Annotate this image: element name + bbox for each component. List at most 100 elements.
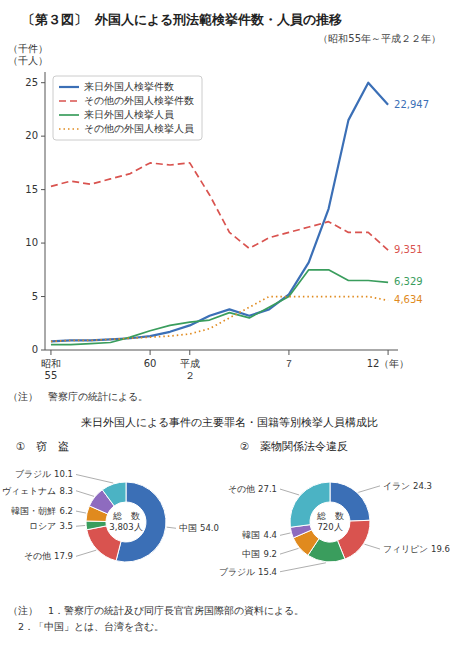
slice-name: その他: [24, 551, 51, 561]
slice-value: 17.9: [54, 551, 73, 561]
x-tick-label: 12（年）: [367, 358, 410, 369]
slice-value: 3.5: [59, 521, 73, 531]
x-tick-label-line: 平成: [180, 358, 200, 369]
x-tick-label-line: 60: [144, 358, 157, 369]
y-tick-label: 0: [32, 344, 38, 355]
slice-value: 24.3: [413, 480, 432, 490]
legend-swatch: [59, 128, 79, 130]
slice-label: ロシア3.5: [29, 521, 73, 531]
legend-swatch: [59, 86, 79, 88]
legend-box: [53, 76, 202, 140]
note: 2．「中国」とは、台湾を含む。: [8, 621, 164, 632]
y-tick: [41, 243, 45, 244]
y-tick: [41, 82, 45, 83]
slice-value: 9.2: [263, 549, 277, 559]
x-tick-label: 60: [144, 358, 157, 369]
y-tick-label: 15: [25, 184, 38, 195]
legend-swatch: [59, 114, 79, 116]
slice-name: イラン: [383, 480, 410, 490]
value-label: 6,329: [394, 276, 423, 287]
center-label: 3,803人: [109, 522, 142, 532]
x-tick-label-line: 昭和: [41, 358, 61, 369]
leader-line: [76, 474, 113, 483]
y-tick: [41, 136, 45, 137]
y-tick-label: 10: [25, 237, 38, 248]
leader-line: [364, 544, 380, 549]
center-label: 720人: [317, 522, 342, 532]
x-tick-label: 昭和55: [41, 358, 61, 381]
y-tick-label: 25: [25, 77, 38, 88]
note: （注） 1．警察庁の統計及び同庁長官官房国際部の資料による。: [8, 605, 304, 616]
y-tick-label: 5: [32, 291, 38, 302]
slice-value: 15.4: [258, 566, 277, 576]
x-tick-label-line: 12（年）: [367, 358, 410, 369]
slice-label: その他27.1: [228, 484, 277, 494]
x-tick-label-line: ２: [185, 370, 195, 381]
slice-name: ブラジル: [219, 566, 255, 576]
leader-line: [358, 486, 380, 493]
legend: 来日外国人検挙件数その他の外国人検挙件数来日外国人検挙人員その他の外国人検挙人員: [53, 76, 202, 140]
slice-value: 8.3: [59, 485, 73, 495]
x-tick: [388, 350, 389, 355]
slice-value: 19.6: [431, 544, 450, 554]
x-tick-label-line: ７: [284, 358, 294, 369]
slice-label: 韓国4.4: [242, 530, 277, 540]
value-label: 22,947: [394, 99, 429, 110]
leader-line: [280, 533, 290, 535]
series-line: [51, 270, 388, 345]
x-tick: [150, 350, 151, 355]
leader-line: [280, 548, 299, 554]
slice-name: 中国: [242, 549, 260, 559]
center-label: 総 数: [112, 511, 140, 521]
series-group: [51, 83, 388, 345]
line-chart: 〔第３図〕外国人による刑法範検挙件数・人員の推移 （昭和55年～平成２２年） （千件…: [8, 12, 441, 402]
legend-label: その他の外国人検挙件数: [84, 95, 194, 106]
y-tick-label: 20: [25, 130, 38, 141]
chart-root: 〔第３図〕外国人による刑法範検挙件数・人員の推移 （昭和55年～平成２２年） （千件…: [0, 0, 459, 668]
y-tick: [41, 189, 45, 190]
x-tick: [50, 350, 51, 355]
series-line: [51, 297, 388, 342]
legend-label: その他の外国人検挙人員: [84, 123, 194, 134]
y-tick: [41, 350, 45, 351]
slice-label: イラン24.3: [383, 480, 432, 490]
leader-line: [76, 550, 96, 556]
slice-value: 27.1: [258, 484, 277, 494]
chart-svg: 〔第３図〕外国人による刑法範検挙件数・人員の推移 （昭和55年～平成２２年） （千件…: [0, 0, 459, 668]
slice-label: ブラジル15.4: [219, 566, 277, 576]
slice-name: ロシア: [29, 521, 56, 531]
pie-chart: 来日外国人による事件の主要罪名・国籍等別検挙人員構成比 ① 窃 盗総 数3,803…: [2, 416, 378, 562]
x-tick: [288, 350, 289, 355]
pie-title: ② 薬物関係法令違反: [240, 440, 348, 452]
y-tick: [41, 296, 45, 297]
x-tick-label-line: 55: [45, 370, 58, 381]
x-tick-label: ７: [284, 358, 294, 369]
leader-line: [280, 563, 326, 572]
slice-name: ヴィェトナム: [2, 485, 56, 495]
pie-slice: [86, 521, 106, 530]
slice-value: 10.1: [54, 469, 73, 479]
slice-value: 6.2: [59, 506, 73, 516]
title: 外国人による刑法範検挙件数・人員の推移: [94, 12, 342, 27]
y-axis-label: （千件）: [8, 43, 48, 54]
slice-name: フィリピン: [383, 544, 428, 554]
x-axis-line: [45, 350, 398, 351]
figure-number: 〔第３図〕: [22, 12, 87, 27]
pie-title: ① 窃 盗: [16, 440, 69, 452]
slice-label: ブラジル10.1: [15, 469, 73, 479]
slice-value: 4.4: [263, 530, 277, 540]
slice-label: その他17.9: [24, 551, 73, 561]
leader-line: [76, 511, 86, 513]
subtitle: （昭和55年～平成２２年）: [318, 33, 441, 44]
pie-slice: [102, 482, 126, 506]
y-axis-line: [45, 72, 46, 350]
leader-line: [76, 525, 85, 527]
section-title: 来日外国人による事件の主要罪名・国籍等別検挙人員構成比: [81, 416, 378, 428]
x-tick-label: 平成２: [180, 358, 200, 381]
slice-name: その他: [228, 484, 255, 494]
leader-line: [167, 527, 176, 528]
pie-chart: ② 薬物関係法令違反総 数720人イラン24.3フィリピン19.6その他27.1…: [8, 440, 450, 632]
slice-label: ヴィェトナム8.3: [2, 485, 73, 495]
value-label: 9,351: [394, 244, 423, 255]
slice-label: 中国9.2: [242, 549, 277, 559]
